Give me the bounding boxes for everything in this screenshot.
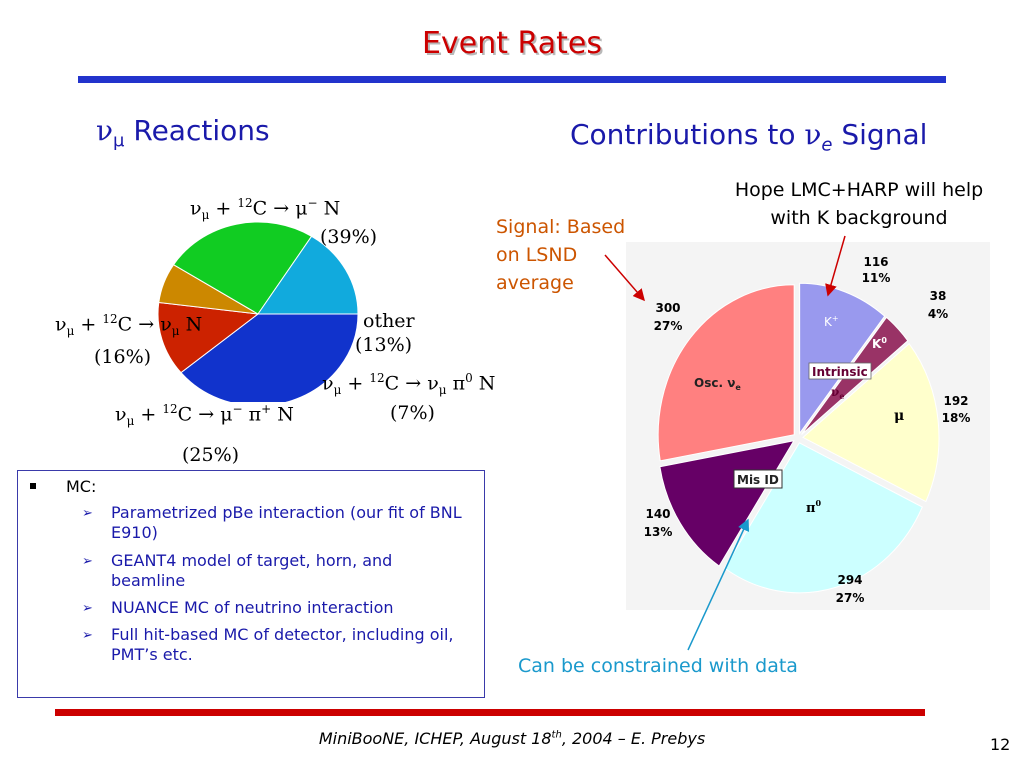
slice-count-k0: 38 (930, 289, 947, 303)
hope-note: Hope LMC+HARP will help with K backgroun… (700, 176, 1018, 232)
pie-slice-intrinsic-e- (802, 342, 940, 503)
footer-sup: th (551, 729, 562, 741)
right-heading-suffix: Signal (832, 118, 928, 151)
mc-item: NUANCE MC of neutrino interaction (111, 598, 394, 617)
slice-pct-k0: 4% (928, 307, 948, 321)
mc-title: MC: (66, 477, 97, 496)
slice-pct-intrinsic: 18% (942, 411, 971, 425)
square-bullet-icon (30, 483, 36, 489)
reactions-pie-chart (157, 221, 359, 402)
slice-pct-kplus: 11% (862, 271, 891, 285)
signal-note: Signal: Based on LSND average (496, 213, 625, 297)
mc-item: GEANT4 model of target, horn, and beamli… (111, 551, 393, 590)
constrained-note: Can be constrained with data (518, 655, 798, 677)
left-heading-text: Reactions (124, 114, 270, 147)
slice-count-misid: 140 (645, 507, 670, 521)
page-number: 12 (990, 735, 1011, 754)
slice-pct-misid: 13% (644, 525, 673, 539)
label-other-percent: (13%) (355, 334, 413, 356)
left-heading: νμ Reactions (96, 114, 270, 152)
signal-note-line: on LSND (496, 244, 578, 266)
signal-pie-chart: 116 11% 38 4% 192 18% 294 27% 140 13% 30… (644, 255, 971, 605)
label-ncpi0-percent: (7%) (390, 402, 435, 424)
nu-symbol: ν (804, 118, 822, 151)
footer-rule (55, 709, 925, 716)
page-title: Event Rates (422, 26, 602, 61)
pie-slice-osc-e (657, 284, 795, 462)
slice-label-pi0: π0 (806, 498, 822, 516)
label-other: other (363, 310, 415, 332)
right-heading: Contributions to νe Signal (570, 118, 927, 156)
mc-item: Full hit-based MC of detector, including… (111, 625, 454, 664)
slice-pct-osc: 27% (654, 319, 683, 333)
pie-slice--0 (723, 442, 923, 594)
arrow-bullet-icon: ➢ (82, 506, 93, 521)
intrinsic-label-box (808, 362, 872, 380)
slice-count-pi0: 294 (837, 573, 862, 587)
slice-count-kplus: 116 (863, 255, 888, 269)
nu-symbol: ν (96, 114, 114, 147)
slice-label-k0: K0 (872, 336, 887, 351)
arrow-bullet-icon: ➢ (82, 628, 93, 643)
signal-note-line: average (496, 272, 574, 294)
hope-note-line: Hope LMC+HARP will help (734, 179, 984, 201)
label-nc: νμ + 12C → νμ N (55, 312, 203, 339)
footer-post: , 2004 – E. Prebys (561, 729, 706, 748)
footer-text: MiniBooNE, ICHEP, August 18th, 2004 – E.… (0, 729, 1024, 748)
title-rule (78, 76, 946, 83)
slice-label-mu: μ (894, 408, 904, 424)
label-ccpi-percent: (25%) (182, 444, 240, 466)
label-ccpi: νμ + 12C → μ− π+ N (115, 402, 294, 429)
pie-slice-nc (257, 235, 359, 315)
slice-label-misid: Mis ID (737, 473, 779, 487)
slice-label-intrinsic-nue: νe (831, 385, 844, 401)
mc-box (17, 470, 485, 698)
footer-pre: MiniBooNE, ICHEP, August 18 (318, 729, 552, 748)
label-ccqe-percent: (39%) (320, 226, 378, 248)
pie-slice-k- (799, 282, 886, 435)
pie-slice-ccqe (180, 313, 359, 402)
right-heading-prefix: Contributions to (570, 118, 805, 151)
pie-slice-other (157, 301, 260, 374)
slice-label-intrinsic: Intrinsic (812, 365, 868, 379)
slice-count-osc: 300 (655, 301, 680, 315)
label-ncpi0: νμ + 12C → νμ π0 N (322, 371, 496, 398)
signal-note-line: Signal: Based (496, 216, 626, 238)
hope-note-line: with K background (770, 207, 948, 229)
pi0-arrow (687, 518, 750, 651)
arrow-bullet-icon: ➢ (82, 601, 93, 616)
label-ccqe: νμ + 12C → μ− N (190, 196, 341, 223)
slice-count-intrinsic: 192 (943, 394, 968, 408)
slice-label-kplus: K+ (824, 314, 839, 329)
kaon-arrow (825, 235, 846, 297)
pie-slice-ccpi (172, 221, 313, 315)
mc-item: Parametrized pBe interaction (our fit of… (111, 503, 462, 542)
label-nc-percent: (16%) (94, 346, 152, 368)
mu-subscript: μ (113, 130, 125, 152)
misid-label-box (733, 469, 783, 489)
slice-pct-pi0: 27% (836, 591, 865, 605)
arrow-bullet-icon: ➢ (82, 554, 93, 569)
signal-arrow (604, 254, 645, 302)
e-subscript: e (821, 134, 833, 156)
slice-label-osc: Osc. νe (694, 376, 741, 392)
